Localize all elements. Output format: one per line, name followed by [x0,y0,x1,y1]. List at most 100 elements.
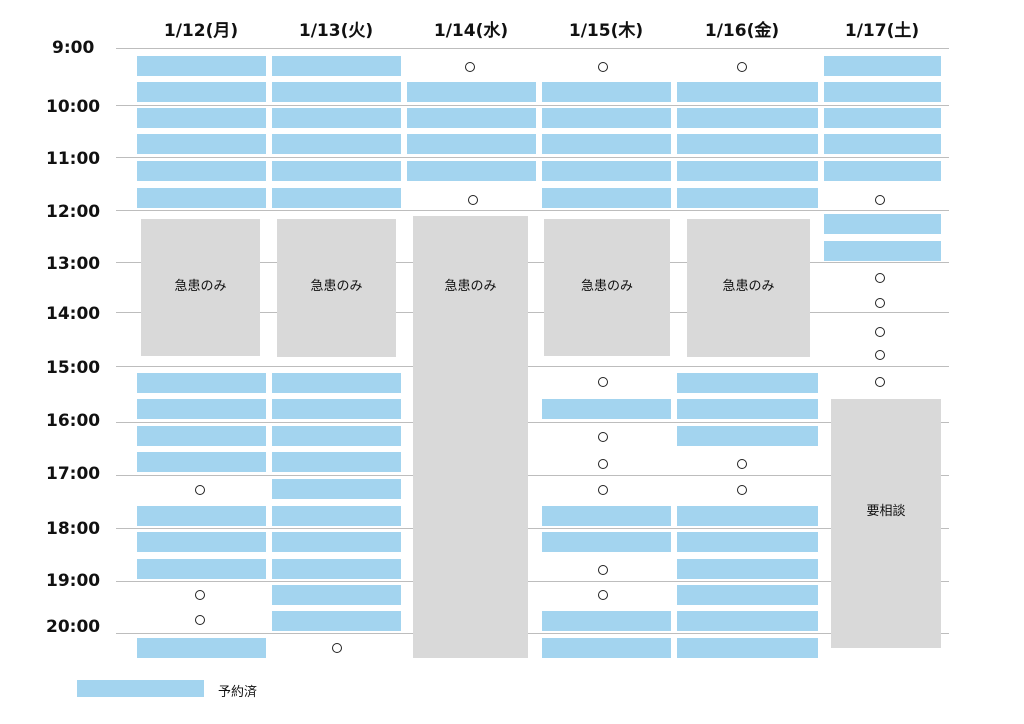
legend-booked-swatch [77,680,204,697]
available-slot-icon[interactable] [465,62,475,72]
available-slot-icon[interactable] [598,590,608,600]
gridline [116,366,949,367]
available-slot-icon[interactable] [737,62,747,72]
time-label-15: 15:00 [46,358,101,378]
booked-slot [677,585,818,605]
gridline [116,528,949,529]
gridline [116,210,949,211]
booked-slot [272,532,401,552]
available-slot-icon[interactable] [598,565,608,575]
legend-booked-label: 予約済 [218,685,258,700]
booked-slot [137,399,266,419]
gridline [116,262,949,263]
available-slot-icon[interactable] [598,485,608,495]
booked-slot [137,559,266,579]
date-header-2: 1/14(水) [433,21,509,41]
booked-slot [137,161,266,181]
booked-slot [272,559,401,579]
booked-slot [677,638,818,658]
booked-slot [542,108,671,128]
available-slot-icon[interactable] [332,643,342,653]
booked-slot [137,373,266,393]
booked-slot [542,399,671,419]
booked-slot [542,506,671,526]
consultation-required-label: 要相談 [866,504,906,519]
gridline [116,633,949,634]
booked-slot [677,373,818,393]
emergency-only-label: 急患のみ [174,279,227,294]
booked-slot [542,532,671,552]
booked-slot [137,506,266,526]
time-label-20: 20:00 [46,617,101,637]
available-slot-icon[interactable] [875,195,885,205]
booked-slot [137,532,266,552]
date-header-4: 1/16(金) [704,21,780,41]
booked-slot [272,161,401,181]
booked-slot [677,399,818,419]
booked-slot [137,426,266,446]
time-label-13: 13:00 [46,254,101,274]
booked-slot [542,611,671,631]
available-slot-icon[interactable] [737,485,747,495]
emergency-only-label: 急患のみ [722,279,775,294]
time-label-19: 19:00 [46,571,101,591]
booked-slot [137,108,266,128]
available-slot-icon[interactable] [598,432,608,442]
booked-slot [272,585,401,605]
time-label-14: 14:00 [46,304,101,324]
time-label-10: 10:00 [46,97,101,117]
time-label-17: 17:00 [46,464,101,484]
booked-slot [272,426,401,446]
time-label-9: 9:00 [52,38,95,58]
booked-slot [272,188,401,208]
available-slot-icon[interactable] [598,377,608,387]
gridline [116,422,949,423]
emergency-only-label: 急患のみ [310,279,363,294]
emergency-only-label: 急患のみ [444,279,497,294]
booked-slot [677,559,818,579]
available-slot-icon[interactable] [598,459,608,469]
gridline [116,581,949,582]
emergency-only-block: 急患のみ [544,219,670,356]
booked-slot [824,241,941,261]
gridline [116,48,949,49]
booked-slot [677,161,818,181]
booked-slot [272,134,401,154]
emergency-only-block: 急患のみ [413,216,528,658]
available-slot-icon[interactable] [468,195,478,205]
booked-slot [824,134,941,154]
available-slot-icon[interactable] [195,615,205,625]
time-label-16: 16:00 [46,411,101,431]
time-label-12: 12:00 [46,202,101,222]
booked-slot [137,638,266,658]
booked-slot [137,56,266,76]
emergency-only-label: 急患のみ [580,279,633,294]
booked-slot [272,399,401,419]
booked-slot [542,134,671,154]
booked-slot [137,82,266,102]
booked-slot [542,188,671,208]
gridline [116,475,949,476]
gridline [116,312,949,313]
consultation-required-block: 要相談 [831,399,941,648]
booked-slot [824,56,941,76]
available-slot-icon[interactable] [195,485,205,495]
booked-slot [137,188,266,208]
available-slot-icon[interactable] [737,459,747,469]
available-slot-icon[interactable] [875,377,885,387]
available-slot-icon[interactable] [875,327,885,337]
emergency-only-block: 急患のみ [277,219,396,357]
available-slot-icon[interactable] [875,298,885,308]
emergency-only-block: 急患のみ [141,219,260,356]
available-slot-icon[interactable] [598,62,608,72]
booked-slot [272,56,401,76]
available-slot-icon[interactable] [875,350,885,360]
date-header-5: 1/17(土) [844,21,920,41]
date-header-0: 1/12(月) [163,21,239,41]
gridline [116,157,949,158]
booked-slot [407,82,536,102]
time-label-18: 18:00 [46,519,101,539]
booked-slot [542,161,671,181]
available-slot-icon[interactable] [875,273,885,283]
available-slot-icon[interactable] [195,590,205,600]
